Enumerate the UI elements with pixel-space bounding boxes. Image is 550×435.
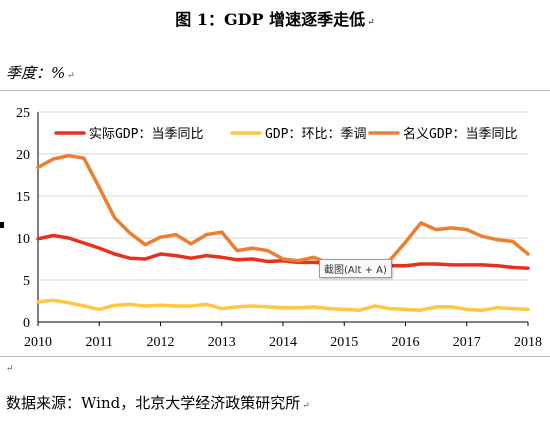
paragraph-bullet [0, 222, 4, 228]
legend-label: 名义GDP：当季同比 [403, 126, 517, 142]
x-tick-label: 2012 [147, 335, 175, 350]
y-tick-label: 10 [16, 232, 30, 247]
return-mark: ↵ [6, 364, 14, 374]
series-line-1 [36, 233, 530, 270]
series-line-3 [36, 153, 530, 270]
y-tick-label: 25 [16, 106, 30, 121]
return-mark: ↵ [367, 18, 375, 28]
x-tick-label: 2011 [86, 335, 113, 350]
y-tick-label: 5 [23, 274, 30, 289]
data-source: 数据来源：Wind，北京大学经济政策研究所 ↵ [6, 392, 310, 413]
x-tick-label: 2017 [453, 335, 481, 350]
y-tick-label: 20 [16, 148, 30, 163]
chart-title: 图 1：GDP 增速逐季走低 ↵ [0, 6, 550, 30]
unit-label-text: 季度：% [6, 64, 66, 82]
legend-label: GDP：环比：季调 [265, 127, 366, 142]
data-source-text: 数据来源：Wind，北京大学经济政策研究所 [6, 394, 301, 412]
x-tick-label: 2014 [269, 335, 297, 350]
legend-label: 实际GDP：当季同比 [89, 127, 203, 142]
x-tick-label: 2013 [208, 335, 236, 350]
x-tick-label: 2015 [330, 335, 358, 350]
bottom-divider [0, 356, 550, 357]
return-mark: ↵ [302, 401, 310, 411]
x-tick-label: 2018 [514, 335, 542, 350]
x-tick-label: 2010 [24, 335, 52, 350]
series-line-2 [36, 298, 530, 312]
x-tick-label: 2016 [392, 335, 420, 350]
screenshot-tooltip: 截图(Alt + A) [319, 259, 392, 278]
top-divider [0, 90, 550, 91]
return-mark: ↵ [67, 71, 75, 81]
y-tick-label: 0 [23, 316, 30, 331]
y-tick-label: 15 [16, 190, 30, 205]
chart-title-text: 图 1：GDP 增速逐季走低 [175, 10, 366, 29]
unit-label: 季度：% ↵ [6, 62, 75, 83]
